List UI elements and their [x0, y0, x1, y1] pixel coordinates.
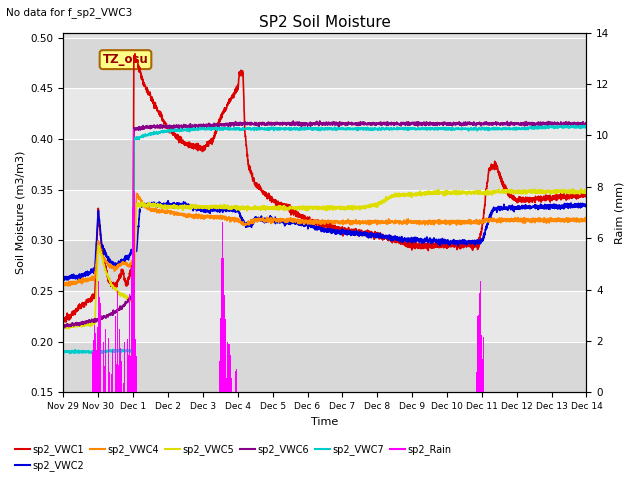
Bar: [63, 37, 586, 88]
Bar: [63, 342, 586, 392]
Bar: [63, 88, 586, 139]
Y-axis label: Soil Moisture (m3/m3): Soil Moisture (m3/m3): [15, 151, 25, 274]
Legend: sp2_VWC1, sp2_VWC2, sp2_VWC4, sp2_VWC5, sp2_VWC6, sp2_VWC7, sp2_Rain: sp2_VWC1, sp2_VWC2, sp2_VWC4, sp2_VWC5, …: [12, 441, 456, 475]
Bar: [63, 291, 586, 342]
Bar: [63, 190, 586, 240]
Y-axis label: Raim (mm): Raim (mm): [615, 181, 625, 244]
Bar: [63, 139, 586, 190]
Text: TZ_osu: TZ_osu: [102, 53, 148, 66]
Title: SP2 Soil Moisture: SP2 Soil Moisture: [259, 15, 391, 30]
Bar: [63, 240, 586, 291]
Text: No data for f_sp2_VWC3: No data for f_sp2_VWC3: [6, 7, 132, 18]
X-axis label: Time: Time: [311, 417, 339, 427]
